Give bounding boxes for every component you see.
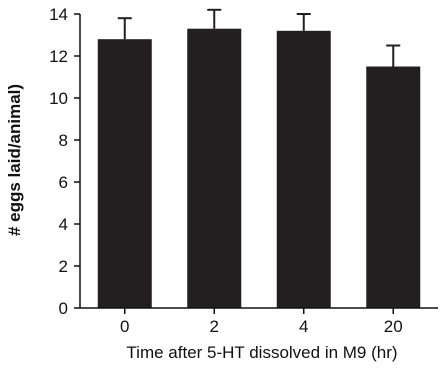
x-axis-title: Time after 5-HT dissolved in M9 (hr) [126,343,397,362]
error-bars-group [117,8,401,67]
bars-group [97,28,421,309]
x-tick-label: 4 [299,317,308,336]
y-tick-label: 12 [49,47,68,66]
y-tick-label: 6 [59,173,68,192]
y-tick-label: 2 [59,257,68,276]
bar [97,39,152,308]
y-ticks-group: 0 2 4 6 8 10 12 14 [49,5,80,318]
y-tick-label: 14 [49,5,68,24]
y-tick-label: 0 [59,299,68,318]
x-tick-label: 0 [120,317,129,336]
y-tick-label: 8 [59,131,68,150]
bar [276,30,331,309]
y-tick-label: 4 [59,215,68,234]
x-tick-label: 20 [384,317,403,336]
x-tick-label: 2 [210,317,219,336]
y-axis-title: # eggs laid/animal) [5,84,24,236]
y-tick-label: 10 [49,89,68,108]
x-ticks-group: 0 2 4 20 [120,308,403,336]
bar [366,66,421,308]
bar [187,28,242,308]
